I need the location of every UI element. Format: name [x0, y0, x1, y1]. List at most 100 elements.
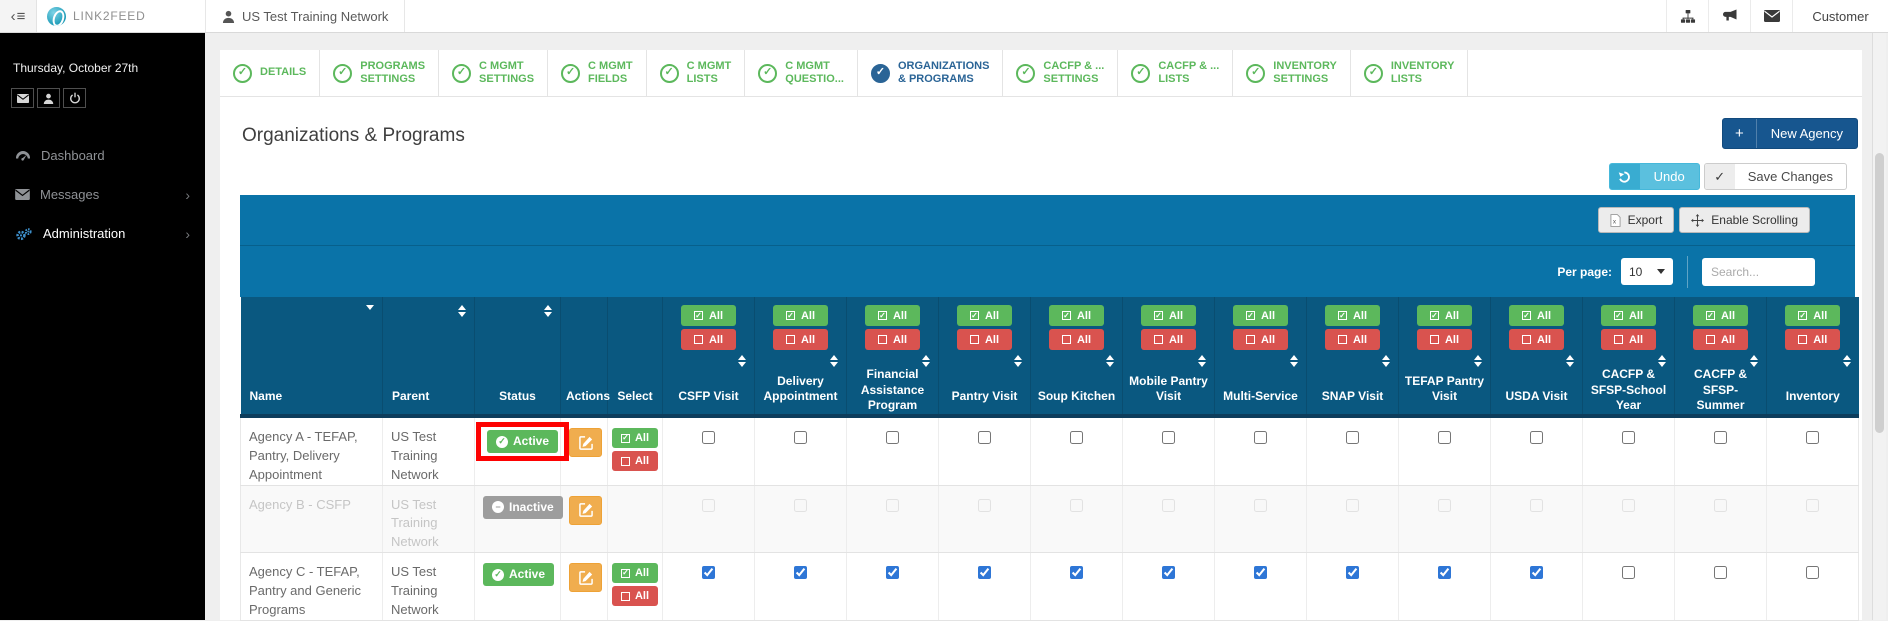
select-all-button[interactable]: ✓ All [1141, 305, 1196, 326]
select-all-button[interactable]: ✓ All [1325, 305, 1380, 326]
undo-button[interactable]: Undo [1608, 163, 1700, 190]
edit-agency-button[interactable] [569, 495, 602, 525]
tab-cacfp-lists[interactable]: ✓ CACFP & ... LISTS [1118, 50, 1234, 96]
deselect-all-button[interactable]: All [1141, 329, 1196, 350]
deselect-all-button[interactable]: All [1785, 329, 1841, 350]
program-checkbox[interactable] [1714, 431, 1727, 444]
row-deselect-all-button[interactable]: All [612, 586, 658, 607]
edit-agency-button[interactable] [569, 428, 602, 457]
tab-cacfp-settings[interactable]: ✓ CACFP & ... SETTINGS [1003, 50, 1119, 96]
program-checkbox[interactable] [1070, 566, 1083, 580]
program-checkbox[interactable] [1622, 566, 1635, 580]
quick-logout-button[interactable] [63, 88, 86, 108]
select-all-button[interactable]: ✓ All [1785, 305, 1841, 326]
sidebar-item-administration[interactable]: Administration › [0, 214, 205, 253]
program-checkbox[interactable] [1530, 566, 1543, 580]
program-checkbox[interactable] [1346, 566, 1359, 580]
program-checkbox[interactable] [794, 566, 807, 580]
sidebar-toggle-button[interactable]: ‹ ≡ [0, 0, 37, 32]
program-checkbox[interactable] [1806, 431, 1819, 444]
enable-scrolling-button[interactable]: Enable Scrolling [1679, 207, 1810, 233]
program-checkbox[interactable] [702, 566, 715, 580]
tab-c-mgmt-lists[interactable]: ✓ C MGMT LISTS [647, 50, 746, 96]
sort-icon[interactable] [1014, 355, 1022, 367]
announcements-icon-button[interactable] [1708, 0, 1750, 32]
sort-icon[interactable] [1198, 355, 1206, 367]
sort-icon[interactable] [366, 305, 374, 310]
program-checkbox[interactable] [1806, 566, 1819, 580]
messages-icon-button[interactable] [1750, 0, 1792, 32]
sort-icon[interactable] [1750, 355, 1758, 367]
tab-c-mgmt-fields[interactable]: ✓ C MGMT FIELDS [548, 50, 647, 96]
row-select-all-button[interactable]: ✓ All [612, 428, 658, 448]
deselect-all-button[interactable]: All [1325, 329, 1380, 350]
network-tab[interactable]: US Test Training Network [205, 0, 406, 32]
edit-agency-button[interactable] [569, 563, 602, 593]
sort-icon[interactable] [1842, 355, 1851, 367]
tab-inventory-lists[interactable]: ✓ INVENTORY LISTS [1351, 50, 1469, 96]
select-all-button[interactable]: ✓ All [1049, 305, 1104, 326]
deselect-all-button[interactable]: All [1233, 329, 1288, 350]
program-checkbox[interactable] [978, 566, 991, 580]
select-all-button[interactable]: ✓ All [1509, 305, 1564, 326]
tab-programs-settings[interactable]: ✓ PROGRAMS SETTINGS [320, 50, 440, 96]
program-checkbox[interactable] [1438, 566, 1451, 580]
per-page-select[interactable]: 10 [1621, 258, 1673, 285]
program-checkbox[interactable] [1622, 431, 1635, 444]
program-checkbox[interactable] [978, 431, 991, 444]
export-button[interactable]: x Export [1597, 207, 1675, 233]
deselect-all-button[interactable]: All [1049, 329, 1104, 350]
program-checkbox[interactable] [1346, 431, 1359, 444]
new-agency-button[interactable]: + New Agency [1721, 118, 1858, 149]
program-checkbox[interactable] [1254, 566, 1267, 580]
deselect-all-button[interactable]: All [957, 329, 1012, 350]
deselect-all-button[interactable]: All [1693, 329, 1748, 350]
sort-icon[interactable] [1106, 355, 1114, 367]
tab-inventory-settings[interactable]: ✓ INVENTORY SETTINGS [1233, 50, 1351, 96]
program-checkbox[interactable] [1162, 566, 1175, 580]
program-checkbox[interactable] [702, 431, 715, 444]
quick-profile-button[interactable] [37, 88, 60, 108]
quick-messages-button[interactable] [11, 88, 34, 108]
select-all-button[interactable]: ✓ All [1417, 305, 1472, 326]
tab-c-mgmt-questio[interactable]: ✓ C MGMT QUESTIO... [745, 50, 858, 96]
sort-icon[interactable] [922, 355, 930, 367]
program-checkbox[interactable] [794, 431, 807, 444]
program-checkbox[interactable] [886, 566, 899, 580]
sort-icon[interactable] [544, 305, 552, 317]
row-deselect-all-button[interactable]: All [612, 451, 658, 471]
deselect-all-button[interactable]: All [681, 329, 736, 350]
vertical-scrollbar[interactable] [1872, 33, 1886, 620]
scrollbar-thumb[interactable] [1875, 153, 1884, 433]
program-checkbox[interactable] [1714, 566, 1727, 580]
program-checkbox[interactable] [886, 431, 899, 444]
sort-icon[interactable] [1474, 355, 1482, 367]
program-checkbox[interactable] [1254, 431, 1267, 444]
deselect-all-button[interactable]: All [1601, 329, 1656, 350]
deselect-all-button[interactable]: All [773, 329, 828, 350]
sort-icon[interactable] [1566, 355, 1574, 367]
sort-icon[interactable] [738, 355, 746, 367]
select-all-button[interactable]: ✓ All [681, 305, 736, 326]
sidebar-item-dashboard[interactable]: Dashboard [0, 136, 205, 175]
sort-icon[interactable] [1658, 355, 1666, 367]
sort-icon[interactable] [1382, 355, 1390, 367]
deselect-all-button[interactable]: All [1417, 329, 1472, 350]
deselect-all-button[interactable]: All [1509, 329, 1564, 350]
save-changes-button[interactable]: ✓ Save Changes [1703, 163, 1847, 190]
select-all-button[interactable]: ✓ All [1601, 305, 1656, 326]
row-select-all-button[interactable]: ✓ All [612, 563, 658, 584]
sort-icon[interactable] [1290, 355, 1298, 367]
sort-icon[interactable] [458, 305, 466, 317]
sort-icon[interactable] [830, 355, 838, 367]
sitemap-icon-button[interactable] [1666, 0, 1708, 32]
program-checkbox[interactable] [1438, 431, 1451, 444]
deselect-all-button[interactable]: All [865, 329, 920, 350]
tab-organizations-programs[interactable]: ✓ ORGANIZATIONS & PROGRAMS [858, 50, 1004, 96]
tab-details[interactable]: ✓ DETAILS [220, 50, 321, 96]
search-input[interactable] [1702, 257, 1815, 286]
select-all-button[interactable]: ✓ All [773, 305, 828, 326]
select-all-button[interactable]: ✓ All [957, 305, 1012, 326]
select-all-button[interactable]: ✓ All [1233, 305, 1288, 326]
user-menu[interactable]: Customer [1792, 0, 1888, 32]
